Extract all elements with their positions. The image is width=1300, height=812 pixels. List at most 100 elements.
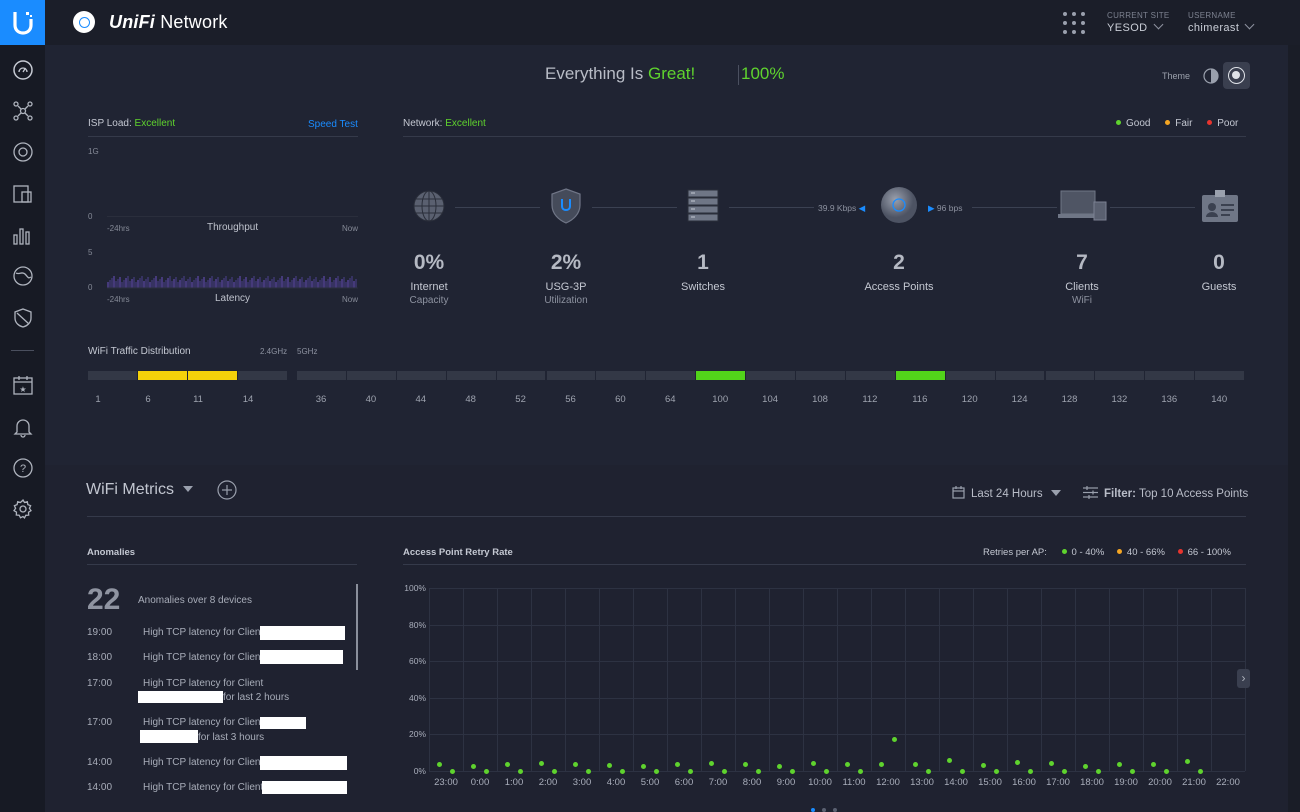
retry-data-point[interactable] xyxy=(755,768,761,774)
anomaly-text[interactable]: High TCP latency for Client xyxy=(143,652,264,663)
retry-data-point[interactable] xyxy=(947,758,953,764)
channel-140-bar xyxy=(1195,371,1245,380)
x-tick-label: 19:00 xyxy=(1114,777,1138,788)
help-icon[interactable]: ? xyxy=(11,456,35,480)
retry-data-point[interactable] xyxy=(1049,761,1055,767)
anomaly-text[interactable]: High TCP latency for Client xyxy=(143,782,264,793)
add-metric-icon[interactable] xyxy=(217,480,237,500)
dashboard-icon[interactable] xyxy=(11,58,35,82)
time-range-selector[interactable]: Last 24 Hours xyxy=(952,484,1061,500)
devices-icon[interactable] xyxy=(11,140,35,164)
events-calendar-icon[interactable]: ★ xyxy=(11,373,35,397)
x-tick-label: 18:00 xyxy=(1080,777,1104,788)
topology-icon[interactable] xyxy=(11,99,35,123)
device-switches[interactable]: 1 Switches xyxy=(680,251,726,293)
caret-down-icon xyxy=(1050,490,1061,496)
retry-data-point[interactable] xyxy=(1117,762,1123,768)
retry-data-point[interactable] xyxy=(1095,768,1101,774)
pager-dot[interactable] xyxy=(822,808,826,812)
retry-data-point[interactable] xyxy=(449,768,455,774)
retry-data-point[interactable] xyxy=(585,768,591,774)
retry-data-point[interactable] xyxy=(1061,768,1067,774)
theme-dark-toggle[interactable] xyxy=(1223,62,1250,89)
retry-data-point[interactable] xyxy=(437,762,443,768)
speed-test-link[interactable]: Speed Test xyxy=(308,119,358,130)
settings-gear-icon[interactable] xyxy=(11,497,35,521)
retry-data-point[interactable] xyxy=(505,762,511,768)
ap-filter[interactable]: Filter: Top 10 Access Points xyxy=(1083,484,1248,500)
retry-data-point[interactable] xyxy=(517,768,523,774)
device-guests[interactable]: 0 Guests xyxy=(1201,251,1237,293)
retry-data-point[interactable] xyxy=(1015,760,1021,766)
retry-data-point[interactable] xyxy=(789,768,795,774)
retry-data-point[interactable] xyxy=(1151,762,1157,768)
channel-120-bar xyxy=(945,371,995,380)
pager-dot-active[interactable] xyxy=(811,808,815,812)
retry-data-point[interactable] xyxy=(551,768,557,774)
scrollbar[interactable] xyxy=(1288,45,1300,812)
brand[interactable]: UniFi Network xyxy=(73,11,228,33)
map-icon[interactable] xyxy=(11,264,35,288)
retry-data-point[interactable] xyxy=(653,768,659,774)
retry-data-point[interactable] xyxy=(471,763,477,769)
chart-next-arrow-icon[interactable]: › xyxy=(1237,669,1250,688)
grid-line xyxy=(803,588,804,771)
connector-line xyxy=(455,207,540,208)
anomaly-text[interactable]: High TCP latency for Client xyxy=(143,627,264,638)
retry-data-point[interactable] xyxy=(959,768,965,774)
retry-data-point[interactable] xyxy=(981,763,987,768)
grid-line xyxy=(1007,588,1008,771)
retry-data-point[interactable] xyxy=(857,768,863,774)
retry-data-point[interactable] xyxy=(539,761,545,767)
retry-data-point[interactable] xyxy=(607,763,613,768)
site-selector[interactable]: CURRENT SITE YESOD xyxy=(1107,11,1170,34)
wifi-metrics-title[interactable]: WiFi Metrics xyxy=(86,481,193,499)
retry-data-point[interactable] xyxy=(891,737,897,743)
retry-data-point[interactable] xyxy=(743,762,749,768)
svg-text:?: ? xyxy=(20,463,26,475)
retry-data-point[interactable] xyxy=(573,762,579,768)
retry-data-point[interactable] xyxy=(823,768,829,774)
clients-icon[interactable] xyxy=(11,182,35,206)
device-gateway[interactable]: 2% USG-3P Utilization xyxy=(544,251,588,306)
device-clients[interactable]: 7 Clients WiFi xyxy=(1065,251,1099,306)
anomaly-text[interactable]: High TCP latency for Client xyxy=(143,717,264,728)
unifi-logo-icon[interactable] xyxy=(0,0,45,45)
insights-shield-icon[interactable] xyxy=(11,306,35,330)
retry-data-point[interactable] xyxy=(1197,768,1203,774)
retry-data-point[interactable] xyxy=(879,762,885,768)
retry-data-point[interactable] xyxy=(777,763,783,769)
alerts-bell-icon[interactable] xyxy=(11,415,35,439)
retry-data-point[interactable] xyxy=(1027,768,1033,774)
retry-data-point[interactable] xyxy=(483,768,489,774)
retry-data-point[interactable] xyxy=(1185,759,1191,765)
retry-data-point[interactable] xyxy=(993,768,999,774)
retry-data-point[interactable] xyxy=(1129,768,1135,774)
pager-dot[interactable] xyxy=(833,808,837,812)
divider xyxy=(88,136,358,137)
retry-data-point[interactable] xyxy=(913,762,919,768)
theme-light-toggle-icon[interactable] xyxy=(1202,67,1220,85)
anomalies-scrollbar[interactable] xyxy=(356,584,358,670)
retry-data-point[interactable] xyxy=(811,761,817,767)
app-grid-icon[interactable] xyxy=(1063,12,1085,34)
retry-data-point[interactable] xyxy=(721,768,727,774)
retry-data-point[interactable] xyxy=(675,762,681,768)
device-access-points[interactable]: 2 Access Points xyxy=(864,251,934,293)
statistics-icon[interactable] xyxy=(11,223,35,247)
retry-data-point[interactable] xyxy=(641,763,647,769)
x-tick-label: 10:00 xyxy=(808,777,832,788)
user-menu[interactable]: USERNAME chimerast xyxy=(1188,11,1255,34)
retry-data-point[interactable] xyxy=(687,768,693,774)
retry-data-point[interactable] xyxy=(619,768,625,774)
retry-data-point[interactable] xyxy=(1163,768,1169,774)
anomaly-text[interactable]: High TCP latency for Client xyxy=(143,678,264,689)
retry-data-point[interactable] xyxy=(925,768,931,774)
retry-data-point[interactable] xyxy=(1083,763,1089,769)
anomaly-time: 14:00 xyxy=(87,757,113,768)
device-internet[interactable]: 0% Internet Capacity xyxy=(409,251,449,306)
anomaly-text[interactable]: High TCP latency for Client xyxy=(143,757,264,768)
retry-data-point[interactable] xyxy=(709,761,715,767)
grid-line xyxy=(735,588,736,771)
retry-data-point[interactable] xyxy=(845,762,851,768)
